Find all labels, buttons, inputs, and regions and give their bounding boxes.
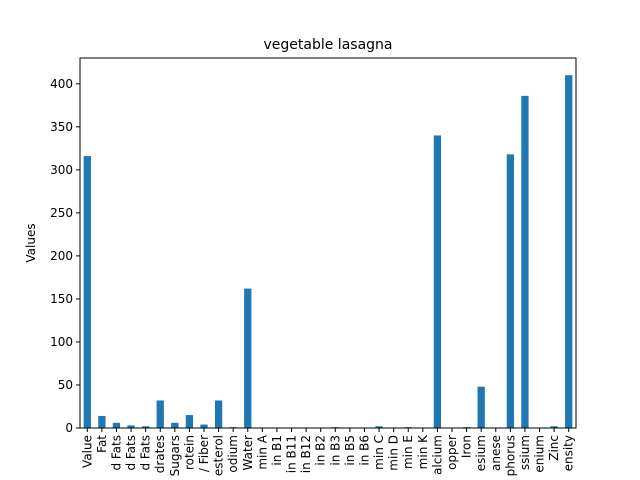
- bar-0: [83, 156, 91, 428]
- x-tick-label-18: in B5: [343, 435, 357, 466]
- bar-1: [98, 415, 106, 428]
- x-tick-label-10: odium: [226, 435, 240, 473]
- x-tick-label-0: Value: [80, 435, 94, 468]
- x-tick-label-2: d Fats: [109, 435, 123, 471]
- x-tick-label-3: d Fats: [124, 435, 138, 471]
- x-tick-label-17: in B3: [328, 435, 342, 466]
- chart-title: vegetable lasagna: [264, 37, 393, 53]
- bar-2: [112, 422, 121, 428]
- x-tick-label-16: in B2: [314, 435, 328, 466]
- x-tick-label-32: Zinc: [547, 435, 561, 461]
- x-tick-label-9: esterol: [212, 435, 226, 476]
- x-tick-label-15: in B12: [299, 435, 313, 473]
- y-tick-label-6: 300: [50, 163, 73, 177]
- bar-29: [506, 154, 514, 428]
- bar-33: [565, 75, 573, 429]
- bar-5: [156, 400, 164, 428]
- bar-3: [127, 425, 135, 428]
- x-tick-label-28: anese: [489, 435, 503, 471]
- bar-30: [521, 95, 529, 429]
- bar-20: [375, 426, 383, 428]
- x-tick-label-21: min D: [387, 435, 401, 471]
- y-tick-label-2: 100: [50, 335, 73, 349]
- x-tick-label-14: in B11: [285, 435, 299, 473]
- y-tick-label-0: 0: [65, 421, 73, 435]
- x-tick-label-24: alcium: [430, 435, 444, 475]
- x-tick-label-23: min K: [416, 434, 430, 469]
- bar-4: [142, 426, 150, 428]
- x-tick-label-6: Sugars: [168, 435, 182, 476]
- x-tick-label-19: in B6: [357, 435, 371, 466]
- x-tick-label-7: rotein: [182, 435, 196, 470]
- bar-32: [550, 426, 558, 428]
- y-axis-label: Values: [24, 223, 38, 262]
- bar-11: [244, 288, 252, 428]
- bar-7: [185, 415, 194, 428]
- y-tick-label-7: 350: [50, 120, 73, 134]
- bar-9: [214, 400, 223, 428]
- x-tick-label-33: ensity: [562, 435, 576, 471]
- x-tick-label-26: Iron: [460, 435, 474, 458]
- x-tick-label-1: Fat: [95, 435, 109, 453]
- bar-8: [200, 424, 208, 428]
- bar-24: [433, 135, 442, 428]
- x-tick-label-31: enium: [533, 435, 547, 473]
- y-tick-label-8: 400: [50, 77, 73, 91]
- y-tick-label-1: 50: [58, 378, 73, 392]
- y-tick-label-4: 200: [50, 249, 73, 263]
- x-tick-label-27: esium: [474, 435, 488, 471]
- x-axis: Value Fat d Fats d Fats d Fats drates Sugars ro…: [80, 428, 576, 476]
- x-tick-label-8: / Fiber: [197, 435, 211, 472]
- y-tick-label-5: 250: [50, 206, 73, 220]
- x-tick-label-4: d Fats: [139, 435, 153, 471]
- bars-group: [83, 75, 573, 429]
- x-tick-label-5: drates: [153, 435, 167, 473]
- bar-27: [477, 386, 485, 428]
- x-tick-label-11: Water: [241, 435, 255, 471]
- x-tick-label-30: ssium: [518, 435, 532, 470]
- bar-6: [171, 422, 179, 428]
- x-tick-label-25: opper: [445, 435, 459, 470]
- x-tick-label-22: min E: [401, 435, 415, 469]
- plot-frame: [79, 57, 577, 429]
- x-tick-label-29: phorus: [503, 435, 517, 476]
- y-axis: 0 50 100 150 200 250 300 350 400: [50, 77, 80, 435]
- x-tick-label-13: in B1: [270, 435, 284, 466]
- x-tick-label-20: min C: [372, 435, 386, 470]
- y-tick-label-3: 150: [50, 292, 73, 306]
- x-tick-label-12: min A: [255, 434, 269, 469]
